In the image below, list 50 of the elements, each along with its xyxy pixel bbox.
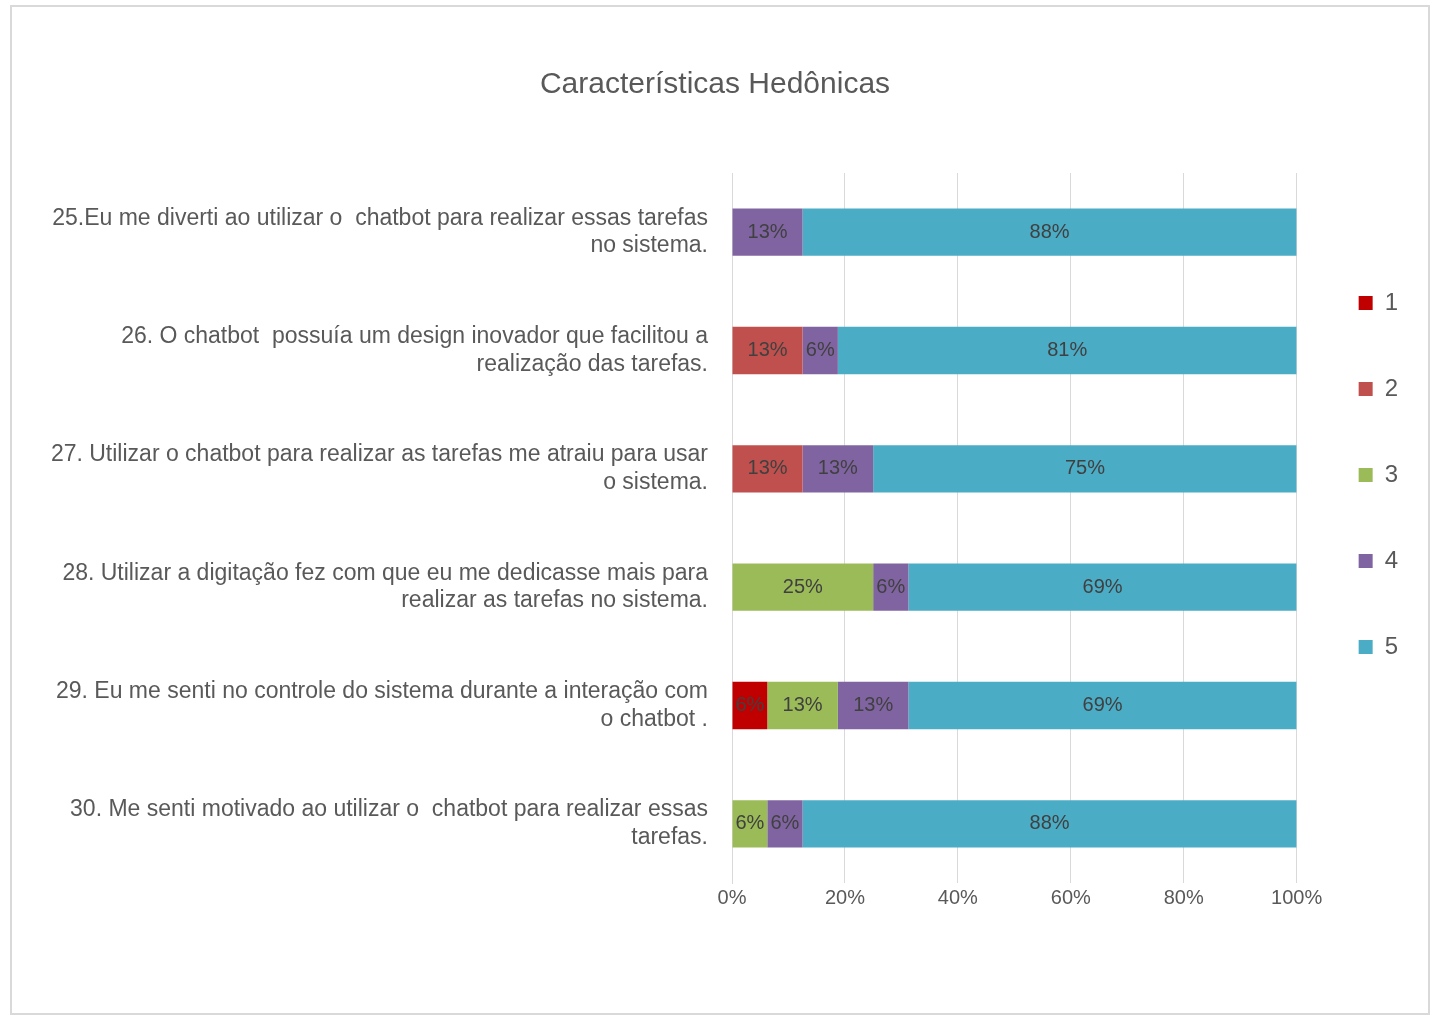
data-label: 88% xyxy=(1029,811,1070,834)
data-label: 6% xyxy=(735,811,765,834)
data-label: 13% xyxy=(747,456,788,479)
data-label: 13% xyxy=(853,693,894,716)
y-tick-label: 29. Eu me senti no controle do sistema durante a interação com o chatbot . xyxy=(55,677,708,731)
data-label: 13% xyxy=(817,456,859,479)
data-label: 81% xyxy=(1047,338,1088,361)
data-label: 6% xyxy=(876,574,906,597)
legend-label: 1 xyxy=(1384,287,1399,315)
bar xyxy=(802,800,1297,848)
data-label: 13% xyxy=(782,693,823,716)
x-tick-label: 0% xyxy=(717,885,747,908)
y-tick-label: 27. Utilizar o chatbot para realizar as tarefas me atraiu para usar o sistema. xyxy=(50,440,709,494)
bar xyxy=(767,681,838,730)
data-label: 13% xyxy=(747,338,788,361)
legend-label: 5 xyxy=(1384,631,1399,659)
bar xyxy=(908,681,1297,730)
bar xyxy=(732,326,803,375)
data-label: 69% xyxy=(1082,574,1123,597)
data-label: 88% xyxy=(1029,219,1070,242)
bar xyxy=(837,681,909,730)
bar xyxy=(767,800,803,848)
x-tick-label: 100% xyxy=(1271,885,1323,908)
y-tick-label: 26. O chatbot possuía um design inovador que facilitou a realização das tarefas. xyxy=(121,322,709,376)
bar xyxy=(732,445,803,493)
x-tick-label: 20% xyxy=(824,885,866,908)
data-label: 69% xyxy=(1082,693,1123,716)
y-tick-label: 28. Utilizar a digitação fez com que eu me dedicasse mais para realizar as tarefas no sistema. xyxy=(62,558,709,613)
data-label: 6% xyxy=(735,693,765,716)
bar xyxy=(802,208,1297,256)
legend-label: 2 xyxy=(1384,373,1399,401)
data-label: 13% xyxy=(747,219,788,242)
chart-title: Características Hedônicas xyxy=(539,66,891,100)
bar xyxy=(908,563,1297,611)
y-tick-label: 25.Eu me diverti ao utilizar o chatbot para realizar essas tarefas no sistema. xyxy=(52,203,708,258)
bar xyxy=(732,563,874,611)
x-tick-label: 40% xyxy=(937,885,979,908)
data-label: 25% xyxy=(782,574,824,597)
y-tick-label: 30. Me senti motivado ao utilizar o chatbot para realizar essas tarefas. xyxy=(70,795,708,849)
x-tick-label: 60% xyxy=(1050,885,1092,908)
data-label: 6% xyxy=(805,338,835,361)
legend-label: 3 xyxy=(1384,459,1399,487)
bar xyxy=(873,445,1297,493)
bar xyxy=(732,208,803,256)
bar xyxy=(837,326,1297,375)
data-label: 75% xyxy=(1064,456,1106,479)
legend-label: 4 xyxy=(1384,545,1399,573)
data-label: 6% xyxy=(770,811,800,834)
x-tick-label: 80% xyxy=(1163,885,1204,908)
bar xyxy=(802,445,874,493)
